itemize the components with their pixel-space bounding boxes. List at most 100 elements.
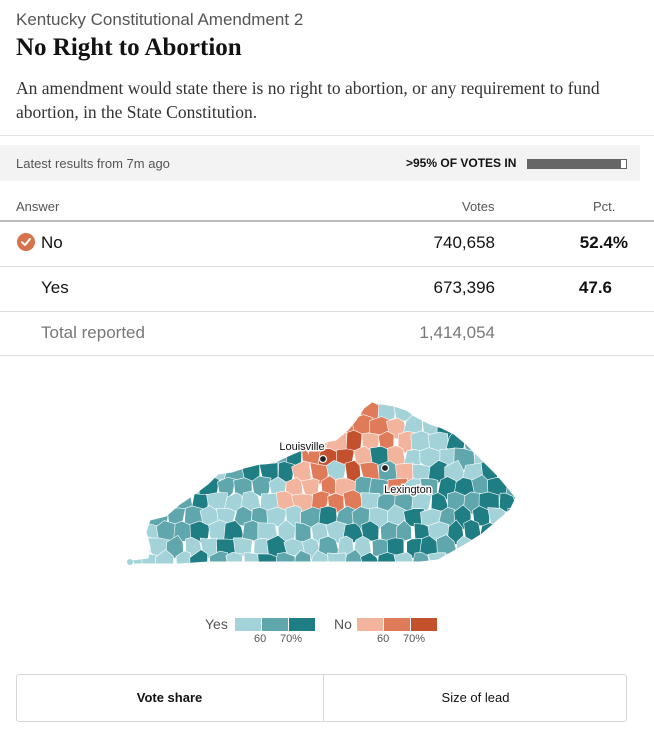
county-shape: [431, 402, 449, 423]
map-mode-toggle: Vote share Size of lead: [16, 674, 627, 722]
county-shape: [300, 402, 319, 408]
votes-reporting-label: >95% OF VOTES IN: [406, 156, 517, 170]
county-shape: [472, 565, 490, 572]
county-shape: [131, 568, 152, 572]
size-of-lead-button[interactable]: Size of lead: [323, 675, 627, 721]
county-shape: [155, 462, 175, 484]
county-shape: [404, 402, 422, 409]
county-shape: [132, 508, 136, 527]
county-shape: [292, 402, 311, 423]
county-shape: [478, 402, 497, 426]
county-shape: [132, 402, 136, 408]
county-shape: [301, 415, 323, 440]
county-shape: [132, 432, 143, 456]
vote-share-button[interactable]: Vote share: [136, 690, 203, 705]
county-shape: [472, 402, 491, 410]
county-shape: [216, 415, 236, 440]
county-shape: [270, 402, 286, 408]
county-shape: [241, 429, 262, 454]
legend-yes-label: Yes: [205, 616, 228, 632]
county-shape: [258, 432, 278, 452]
county-shape: [461, 402, 484, 425]
county-shape: [457, 418, 476, 438]
county-shape: [420, 402, 441, 408]
louisville-marker: [318, 454, 328, 464]
county-shape: [283, 402, 303, 409]
county-shape: [173, 402, 192, 423]
county-shape: [216, 565, 237, 572]
lexington-marker: [380, 463, 390, 473]
county-shape: [240, 403, 260, 426]
county-shape: [517, 493, 520, 512]
county-shape: [456, 402, 474, 408]
county-shape: [198, 446, 220, 469]
legend-no-swatch-1: [357, 618, 383, 631]
county-shape: [512, 553, 516, 564]
last-updated: Latest results from 7m ago: [16, 156, 170, 171]
county-shape: [488, 567, 507, 572]
column-header-pct: Pct.: [593, 199, 616, 214]
legend-yes-tick-70: 70%: [280, 633, 303, 645]
county-exclave: [127, 559, 133, 565]
county-shape: [209, 550, 228, 564]
county-shape: [249, 415, 270, 438]
county-shape: [132, 417, 152, 441]
county-shape: [447, 402, 467, 423]
county-shape: [165, 416, 187, 438]
county-shape: [325, 402, 348, 423]
county-shape: [200, 402, 220, 411]
county-shape: [496, 519, 516, 543]
county-shape: [309, 402, 330, 423]
county-shape: [513, 522, 516, 543]
county-shape: [507, 534, 516, 557]
county-shape: [165, 565, 184, 572]
column-header-votes: Votes: [462, 199, 495, 214]
county-shape: [132, 491, 144, 513]
total-reported-votes: 1,414,054: [419, 323, 495, 342]
county-shape: [217, 446, 236, 471]
county-shape: [487, 402, 510, 409]
legend-no-label: No: [334, 616, 352, 632]
county-shape: [132, 444, 136, 467]
county-shape: [149, 475, 169, 501]
answer-no-pct: 52.4%: [579, 233, 628, 252]
table-row-rule: [0, 355, 654, 356]
county-shape: [302, 567, 322, 572]
county-shape: [445, 552, 466, 564]
county-shape: [206, 459, 228, 482]
county-shape: [514, 431, 516, 456]
county-shape: [505, 417, 516, 438]
votes-reporting-bar: [527, 159, 627, 169]
answer-yes-votes: 673,396: [433, 278, 495, 297]
race-kicker: Kentucky Constitutional Amendment 2: [16, 10, 304, 29]
legend-no-tick-70: 70%: [403, 633, 426, 645]
county-shape: [174, 432, 193, 454]
legend-yes-tick-60: 60: [254, 633, 267, 645]
county-shape: [165, 477, 184, 498]
county-shape: [206, 403, 228, 425]
county-shape: [266, 416, 289, 441]
county-results-map[interactable]: Louisville Lexington: [120, 392, 520, 572]
county-mosaic: [131, 402, 520, 572]
county-shape: [343, 549, 364, 564]
county-shape: [487, 448, 509, 471]
county-shape: [191, 402, 211, 423]
legend-yes-swatch-1: [235, 618, 261, 631]
county-shape: [181, 414, 204, 438]
county-shape: [132, 402, 151, 411]
county-shape: [182, 447, 203, 468]
county-shape: [233, 417, 255, 441]
legend-yes-swatch-2: [262, 618, 288, 631]
county-shape: [514, 462, 516, 486]
county-shape: [258, 402, 277, 422]
county-shape: [495, 552, 516, 564]
race-title: No Right to Abortion: [16, 34, 242, 61]
county-shape: [132, 462, 144, 483]
county-shape: [184, 567, 201, 572]
legend-yes-swatch-3: [289, 618, 315, 631]
county-shape: [206, 430, 228, 455]
county-shape: [461, 552, 481, 564]
results-status-bar: Latest results from 7m ago >95% OF VOTES…: [0, 145, 640, 181]
county-shape: [489, 416, 508, 438]
county-shape: [224, 432, 245, 454]
